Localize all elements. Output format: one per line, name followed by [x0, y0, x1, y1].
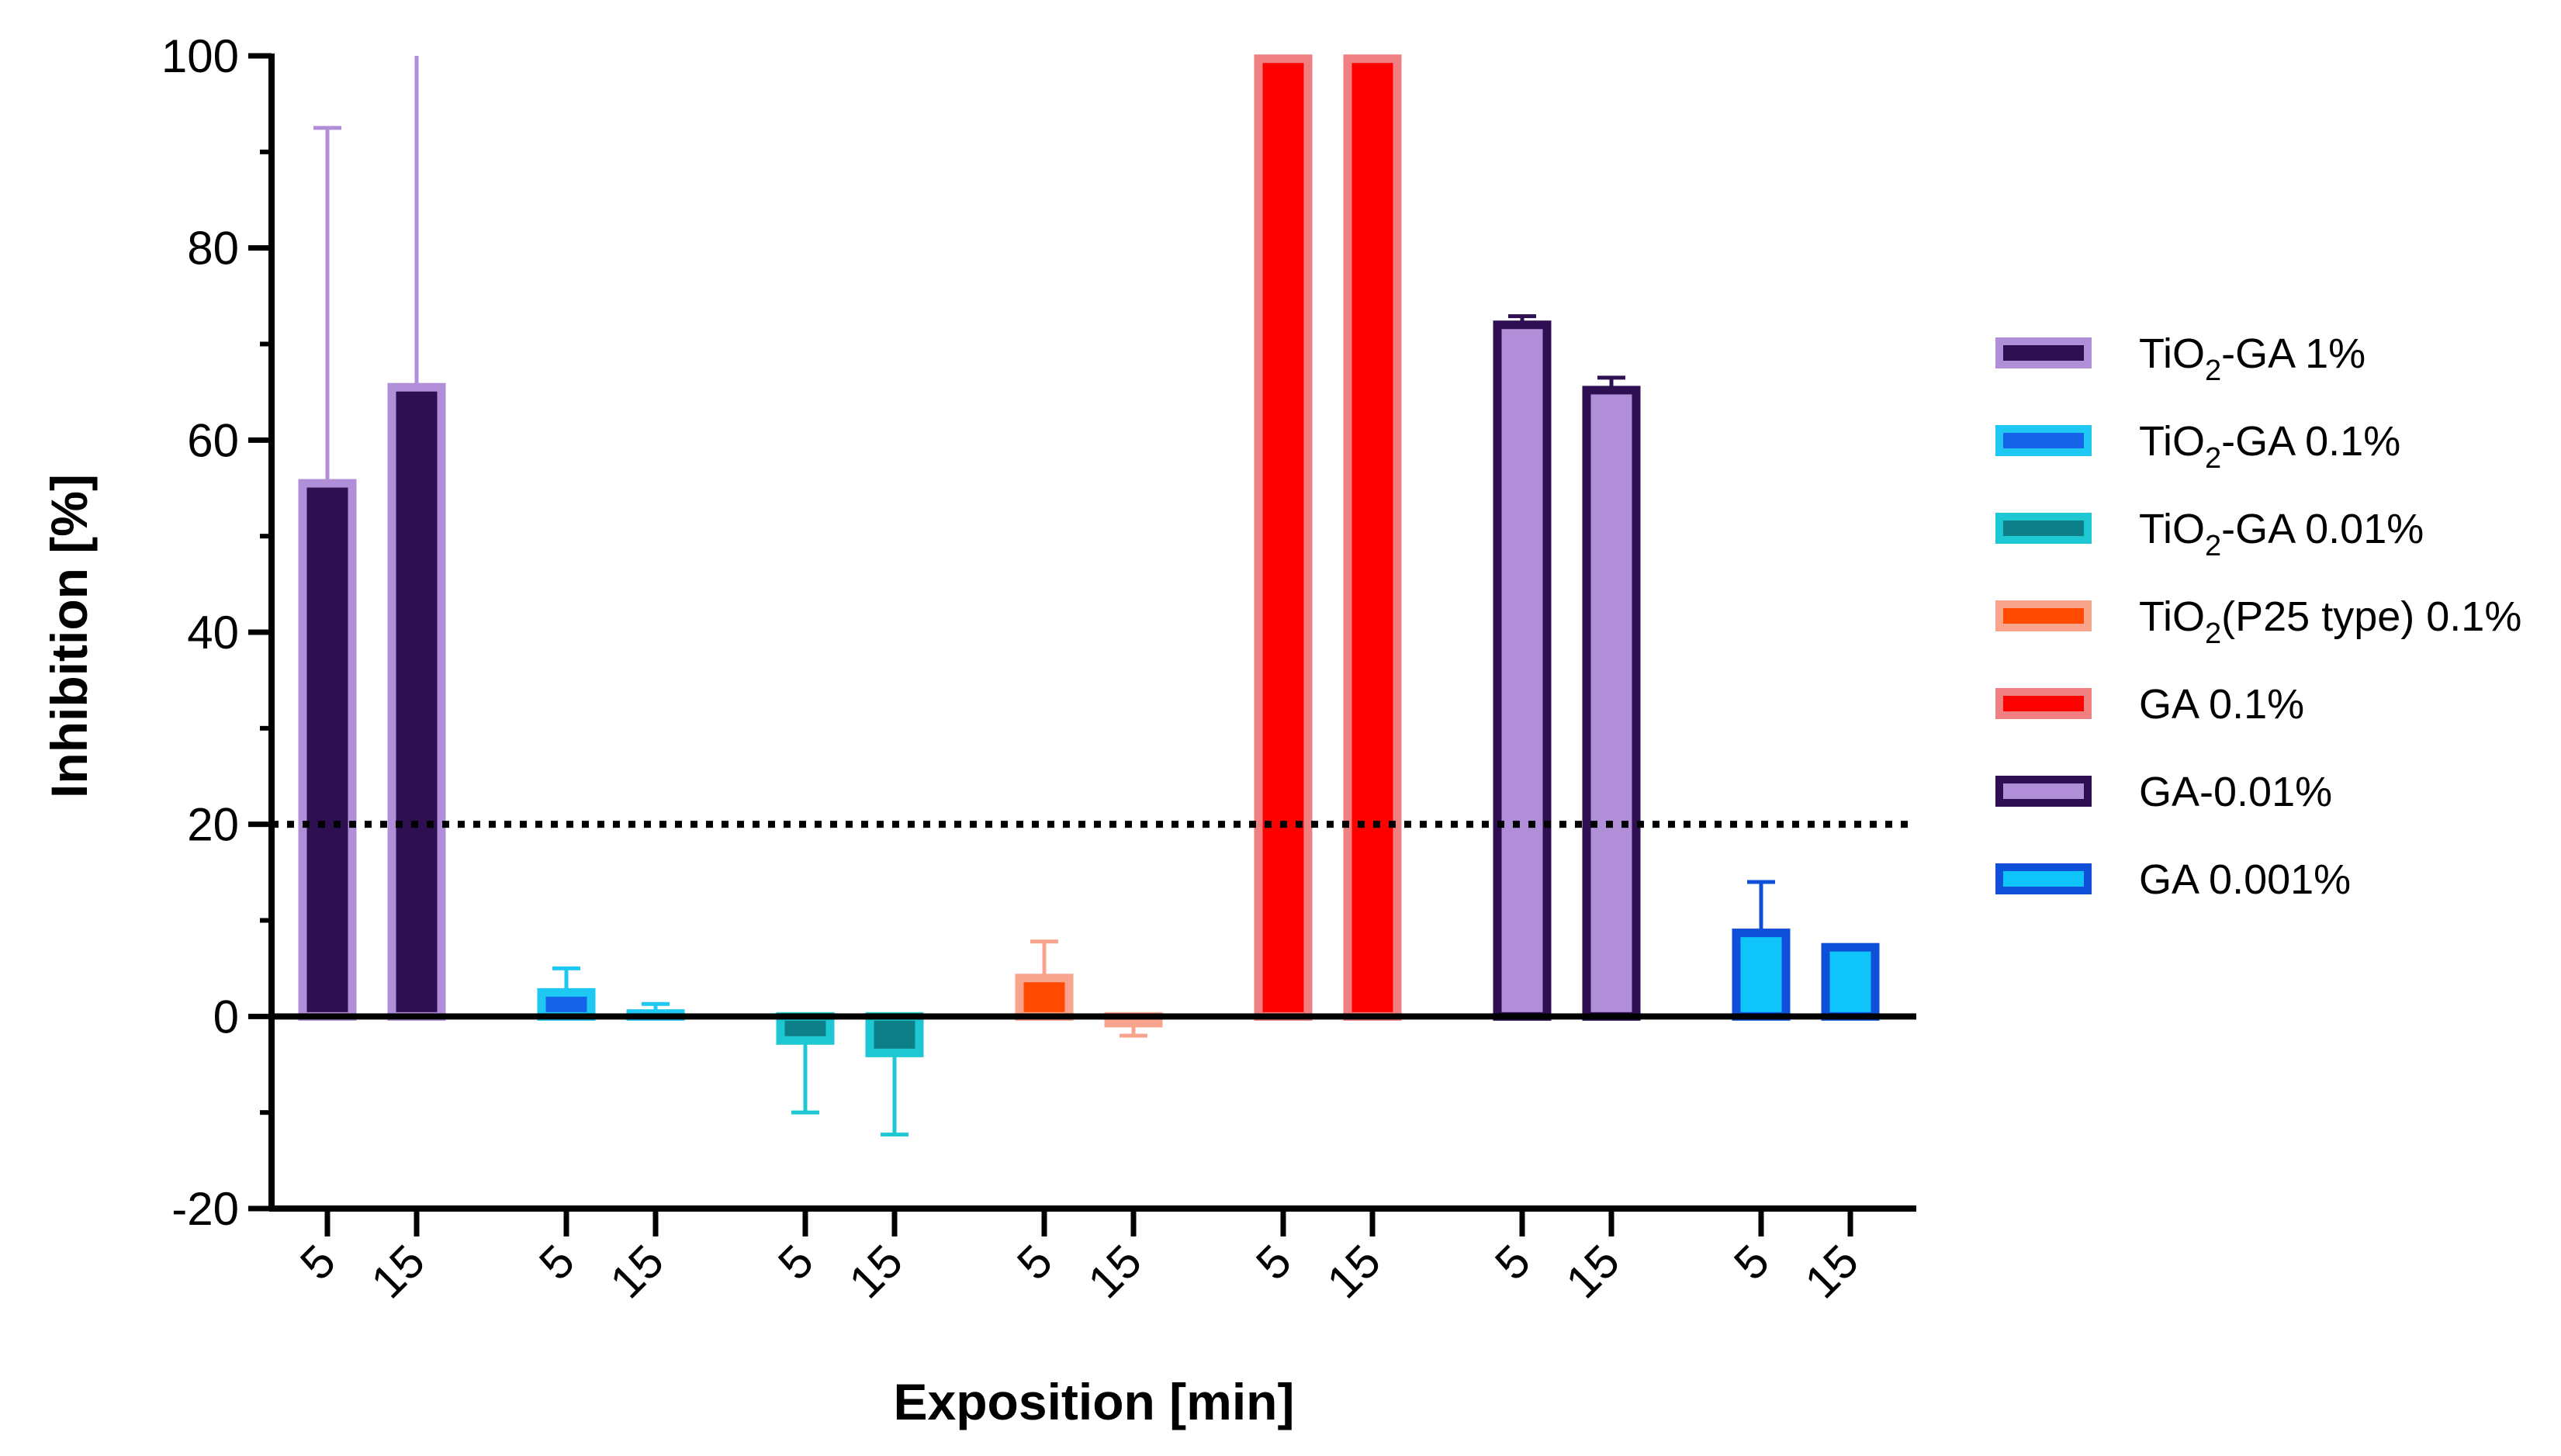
y-tick-label: 40	[187, 607, 239, 659]
legend-swatch	[1995, 776, 2092, 807]
legend: TiO2-GA 1% TiO2-GA 0.1% TiO2-GA 0.01% TiO2(…	[1995, 330, 2521, 903]
y-tick-label: 80	[187, 223, 239, 275]
x-tick-label: 15	[1078, 1235, 1152, 1309]
legend-label: TiO2-GA 0.1%	[2139, 418, 2400, 475]
bar	[1254, 54, 1313, 1021]
legend-swatch	[1995, 425, 2092, 456]
x-axis-title: Exposition [min]	[894, 1373, 1295, 1430]
x-tick-label: 5	[1485, 1235, 1540, 1290]
x-tick-label: 5	[1007, 1235, 1062, 1290]
x-tick-label: 15	[1317, 1235, 1391, 1309]
y-tick-label: 60	[187, 414, 239, 466]
legend-label: TiO2(P25 type) 0.1%	[2139, 593, 2521, 650]
bar	[298, 479, 357, 1021]
legend-label: GA-0.01%	[2139, 769, 2332, 815]
bar	[1015, 974, 1074, 1021]
bar	[1493, 320, 1552, 1021]
y-tick-label: 20	[187, 799, 239, 851]
x-tick-label: 5	[1724, 1235, 1779, 1290]
bar	[1732, 929, 1791, 1021]
x-tick-label: 15	[362, 1235, 435, 1309]
x-tick-label: 5	[529, 1235, 584, 1290]
legend-swatch	[1995, 337, 2092, 368]
legend-swatch	[1995, 513, 2092, 544]
bar	[387, 382, 446, 1021]
legend-label: GA 0.1%	[2139, 681, 2304, 728]
bars-layer	[298, 54, 1880, 1137]
y-tick-label: -20	[171, 1183, 239, 1235]
legend-swatch	[1995, 600, 2092, 631]
bar	[865, 1012, 924, 1057]
x-tick-label: 15	[839, 1235, 913, 1309]
legend-label: TiO2-GA 1%	[2139, 330, 2365, 387]
bar	[1821, 942, 1880, 1021]
y-tick-label: 100	[161, 30, 239, 82]
x-tick-label: 5	[768, 1235, 823, 1290]
legend-swatch	[1995, 863, 2092, 894]
legend-label: GA 0.001%	[2139, 856, 2351, 903]
y-tick-label: 0	[213, 991, 239, 1043]
bar	[537, 987, 596, 1021]
x-tick-label: 15	[1556, 1235, 1630, 1309]
y-axis-title: Inhibition [%]	[40, 474, 98, 798]
x-tick-label: 5	[1246, 1235, 1301, 1290]
bar	[1343, 54, 1402, 1021]
bar	[776, 1012, 835, 1045]
x-tick-label: 15	[1795, 1235, 1869, 1309]
bar	[1582, 386, 1641, 1021]
legend-label: TiO2-GA 0.01%	[2139, 506, 2424, 562]
x-tick-label: 15	[600, 1235, 674, 1309]
legend-swatch	[1995, 688, 2092, 719]
x-tick-label: 5	[290, 1235, 345, 1290]
